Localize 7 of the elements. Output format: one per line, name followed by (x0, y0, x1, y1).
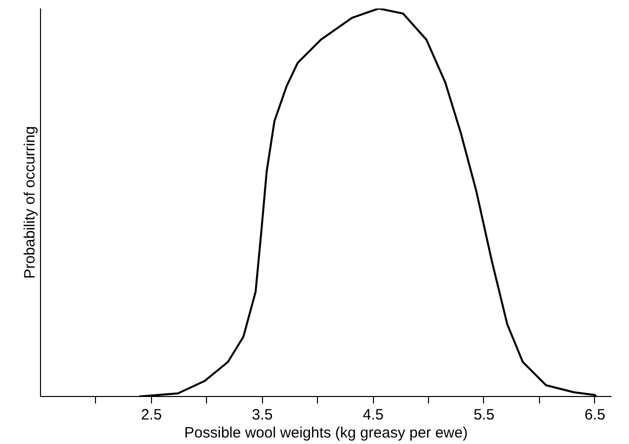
y-axis-title: Probability of occurring (22, 126, 38, 279)
x-tick-label: 5.5 (474, 406, 494, 424)
x-tick-label: 6.5 (584, 406, 606, 424)
x-tick-label: 4.5 (362, 406, 384, 424)
x-tick-label: 2.5 (140, 406, 162, 424)
x-tick-label: 3.5 (252, 406, 273, 424)
x-axis-title: Possible wool weights (kg greasy per ewe) (184, 424, 468, 442)
